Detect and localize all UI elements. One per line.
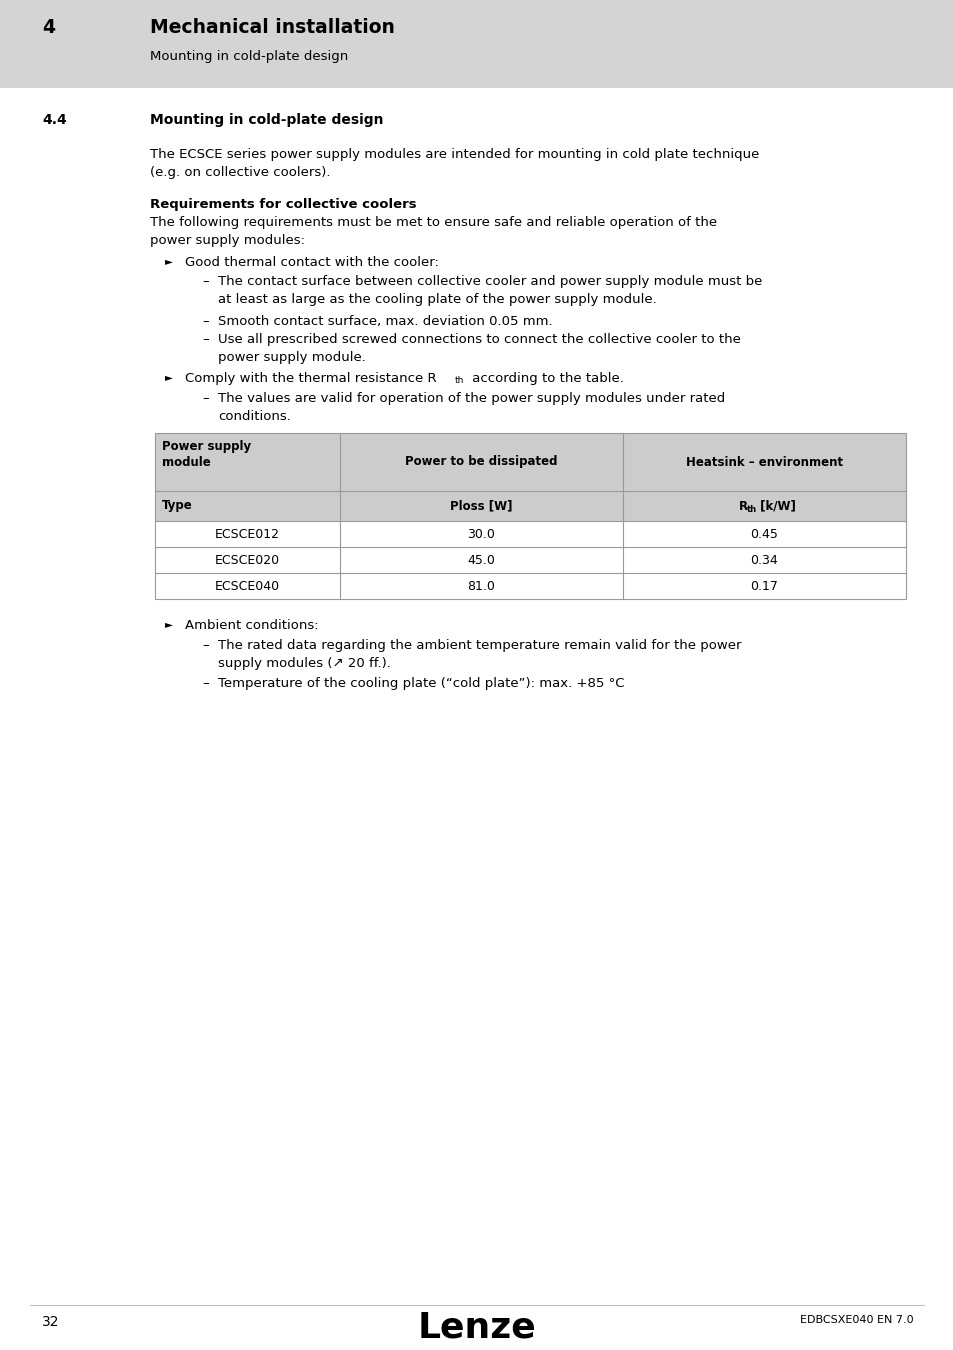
Text: 0.34: 0.34 (750, 554, 778, 567)
Text: 4.4: 4.4 (42, 113, 67, 127)
Bar (154, 521, 905, 599)
Text: Requirements for collective coolers: Requirements for collective coolers (150, 198, 416, 211)
Text: The following requirements must be met to ensure safe and reliable operation of : The following requirements must be met t… (150, 216, 717, 230)
Text: 32: 32 (42, 1315, 59, 1328)
Text: –: – (202, 676, 209, 690)
Bar (154, 433, 905, 599)
Text: ►: ► (165, 620, 172, 629)
Text: 4: 4 (42, 18, 55, 36)
Text: ECSCE012: ECSCE012 (214, 528, 280, 540)
Text: The values are valid for operation of the power supply modules under rated: The values are valid for operation of th… (218, 392, 724, 405)
Text: Temperature of the cooling plate (“cold plate”): max. +85 °C: Temperature of the cooling plate (“cold … (218, 676, 624, 690)
Text: supply modules (↗ 20 ff.).: supply modules (↗ 20 ff.). (218, 657, 391, 670)
Text: The contact surface between collective cooler and power supply module must be: The contact surface between collective c… (218, 275, 761, 288)
Text: Mechanical installation: Mechanical installation (150, 18, 395, 36)
Text: [k/W]: [k/W] (756, 500, 796, 513)
Text: module: module (162, 456, 211, 468)
Text: 45.0: 45.0 (467, 554, 495, 567)
Text: Ambient conditions:: Ambient conditions: (185, 620, 318, 632)
Text: Lenze: Lenze (417, 1311, 536, 1345)
Text: Type: Type (162, 500, 193, 512)
Text: The rated data regarding the ambient temperature remain valid for the power: The rated data regarding the ambient tem… (218, 639, 740, 652)
Text: 81.0: 81.0 (467, 579, 495, 593)
Text: ECSCE020: ECSCE020 (214, 554, 280, 567)
Text: Smooth contact surface, max. deviation 0.05 mm.: Smooth contact surface, max. deviation 0… (218, 315, 552, 328)
Text: ECSCE040: ECSCE040 (214, 579, 280, 593)
Text: Use all prescribed screwed connections to connect the collective cooler to the: Use all prescribed screwed connections t… (218, 333, 740, 346)
Bar (0, 0, 953, 88)
Text: –: – (202, 315, 209, 328)
Text: at least as large as the cooling plate of the power supply module.: at least as large as the cooling plate o… (218, 293, 656, 306)
Text: Comply with the thermal resistance R: Comply with the thermal resistance R (185, 373, 436, 385)
Text: –: – (202, 333, 209, 346)
Text: th: th (745, 505, 756, 513)
Text: th: th (455, 377, 464, 385)
Text: Power to be dissipated: Power to be dissipated (405, 455, 558, 468)
Text: power supply module.: power supply module. (218, 351, 366, 364)
Text: Heatsink – environment: Heatsink – environment (685, 455, 842, 468)
Text: conditions.: conditions. (218, 410, 291, 423)
Text: (e.g. on collective coolers).: (e.g. on collective coolers). (150, 166, 330, 180)
Bar (154, 433, 905, 491)
Text: Mounting in cold-plate design: Mounting in cold-plate design (150, 50, 348, 63)
Bar (154, 491, 905, 521)
Text: R: R (738, 500, 747, 513)
Text: The ECSCE series power supply modules are intended for mounting in cold plate te: The ECSCE series power supply modules ar… (150, 148, 759, 161)
Text: Mounting in cold-plate design: Mounting in cold-plate design (150, 113, 383, 127)
Text: EDBCSXE040 EN 7.0: EDBCSXE040 EN 7.0 (800, 1315, 913, 1324)
Text: power supply modules:: power supply modules: (150, 234, 305, 247)
Text: –: – (202, 639, 209, 652)
Text: Good thermal contact with the cooler:: Good thermal contact with the cooler: (185, 256, 438, 269)
Text: ►: ► (165, 256, 172, 266)
Text: ►: ► (165, 373, 172, 382)
Text: 0.45: 0.45 (750, 528, 778, 540)
Text: 30.0: 30.0 (467, 528, 495, 540)
Text: 0.17: 0.17 (750, 579, 778, 593)
Text: Power supply: Power supply (162, 440, 251, 454)
Text: Ploss [W]: Ploss [W] (450, 500, 512, 513)
Text: –: – (202, 392, 209, 405)
Text: according to the table.: according to the table. (468, 373, 623, 385)
Text: –: – (202, 275, 209, 288)
